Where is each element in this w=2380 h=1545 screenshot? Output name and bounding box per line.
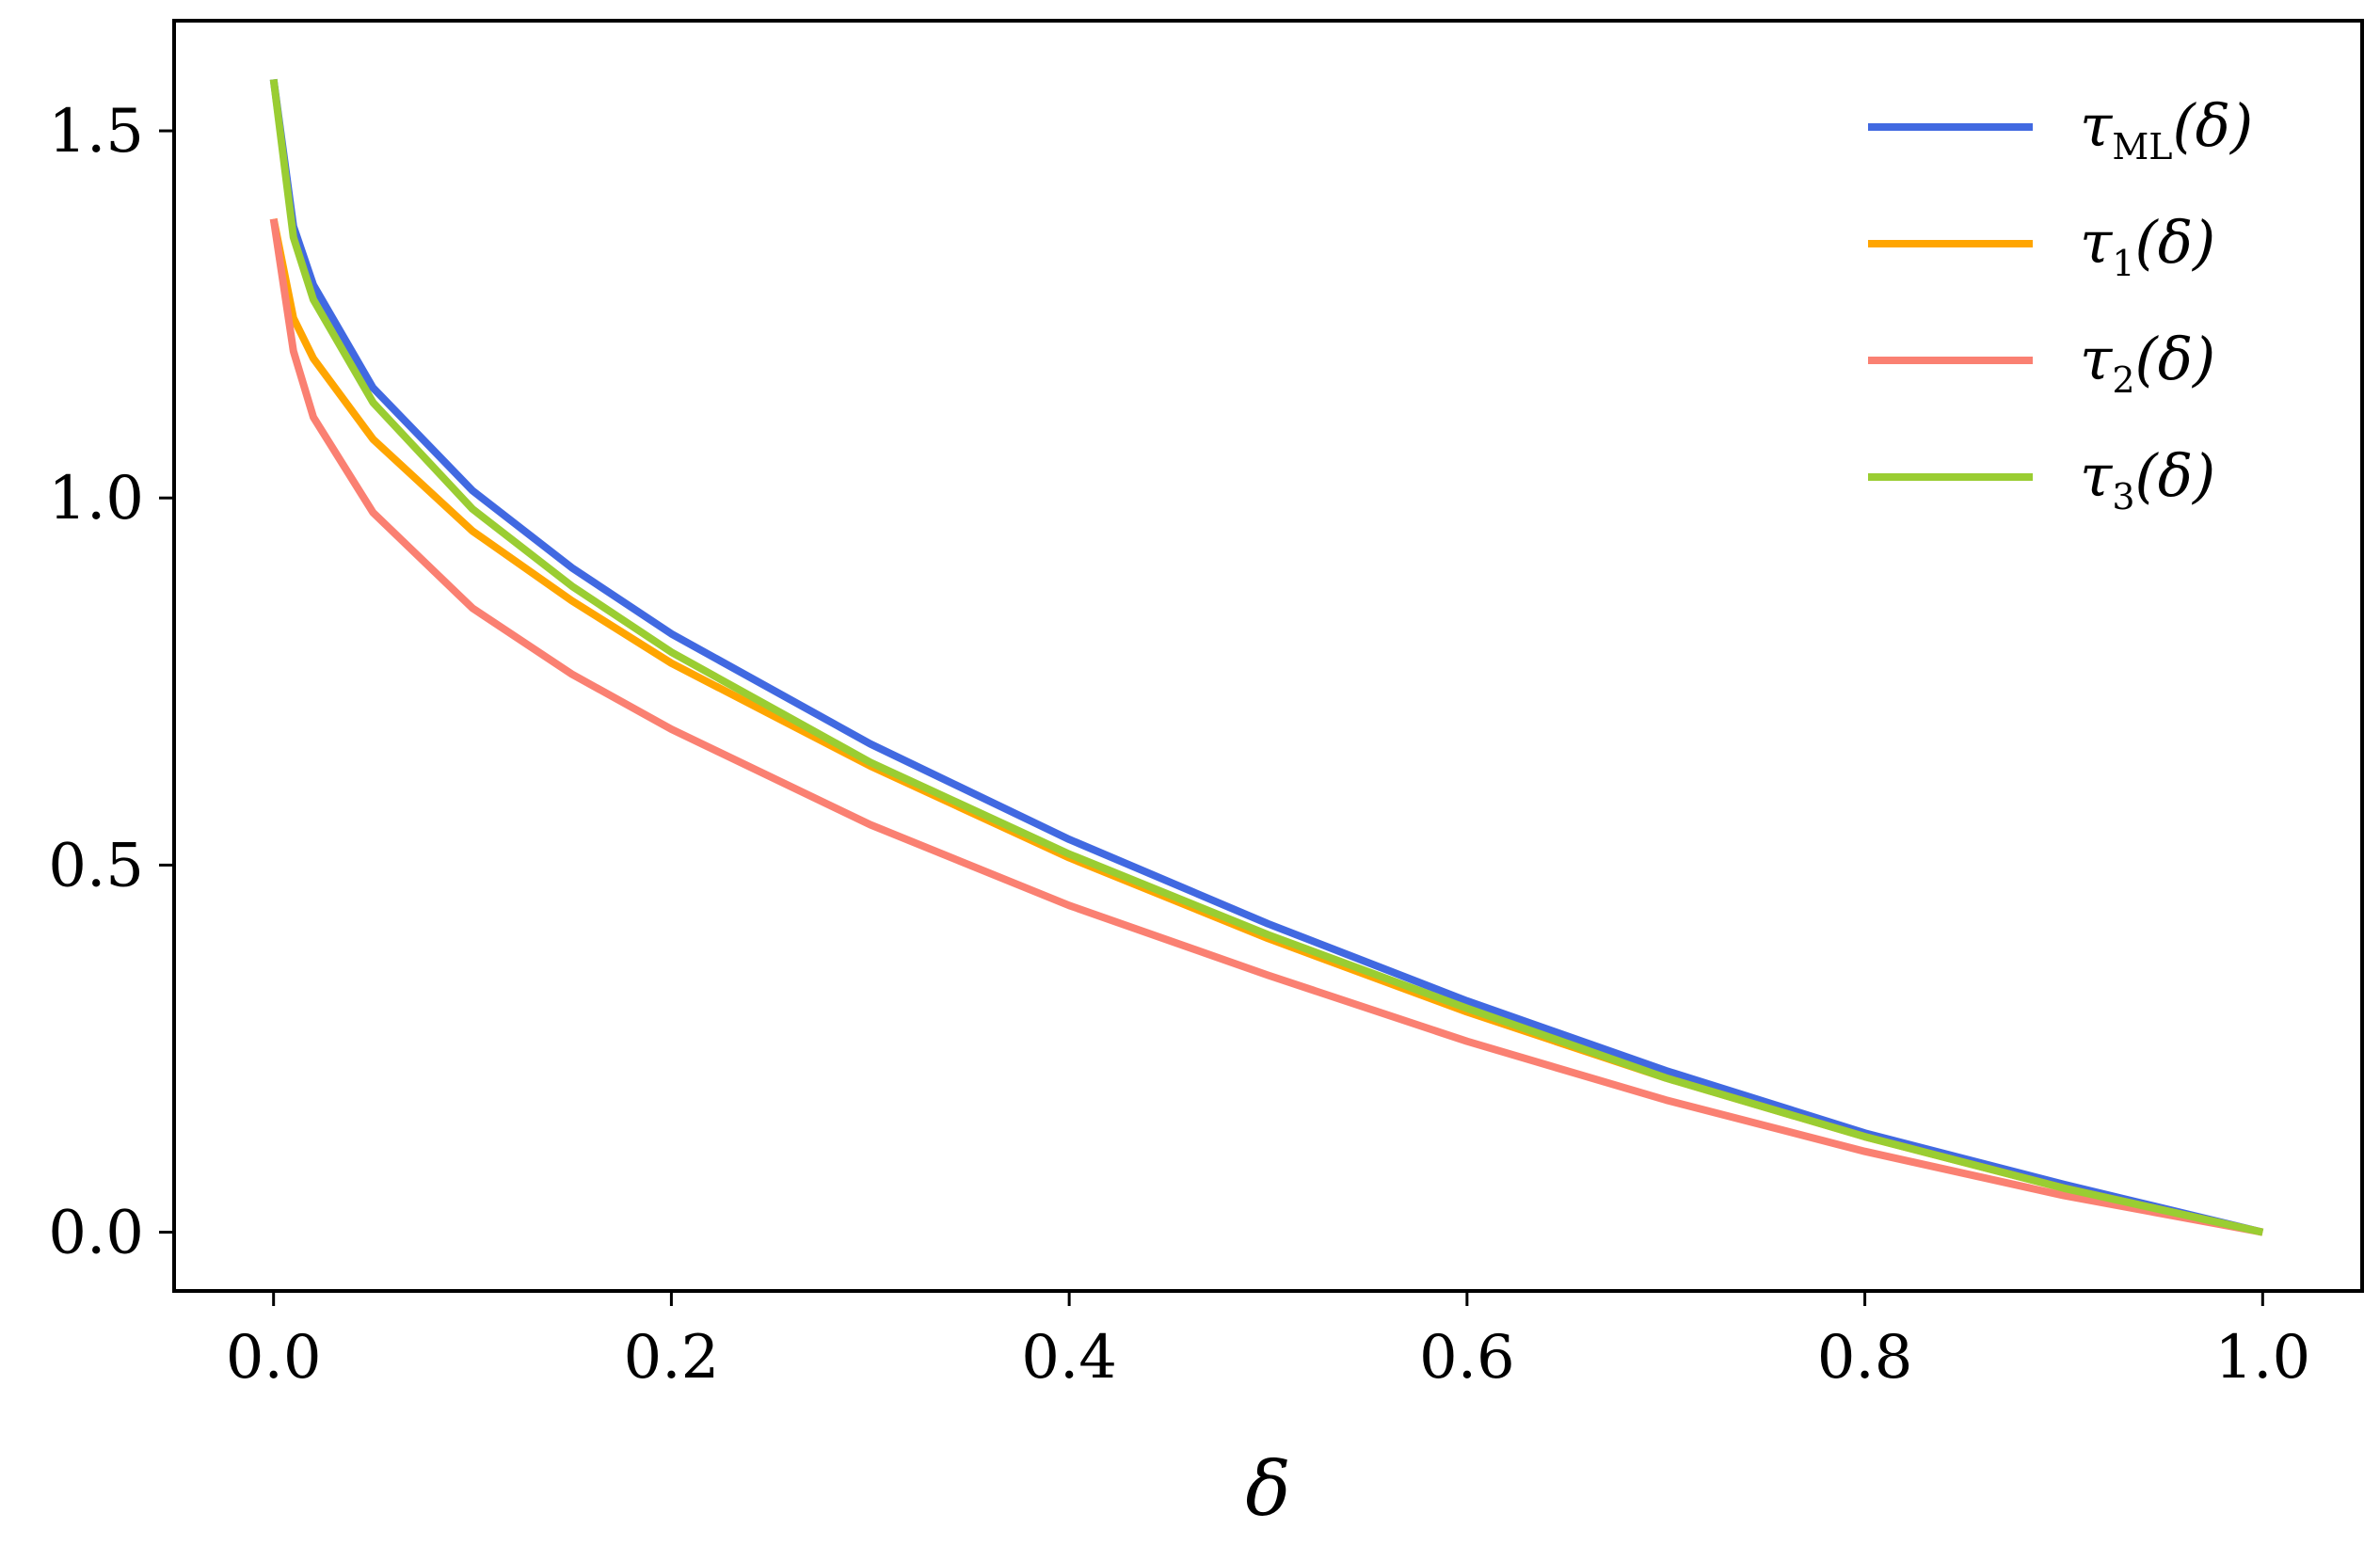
legend-label-1: τML(δ): [2080, 91, 2253, 167]
y-tick-label: 0.0: [48, 1199, 144, 1268]
x-tick-label: 0.2: [624, 1323, 720, 1393]
legend-label-2: τ1(δ): [2080, 208, 2215, 284]
x-tick-label: 0.0: [226, 1323, 322, 1393]
x-tick-label: 0.4: [1021, 1323, 1117, 1393]
x-axis-label: δ: [1245, 1445, 1290, 1533]
series-group: [269, 78, 2264, 1236]
x-tick-label: 0.8: [1817, 1323, 1913, 1393]
y-tick-label: 1.0: [48, 464, 144, 534]
legend: τML(δ) τ1(δ) τ2(δ) τ3(δ): [1868, 91, 2253, 518]
x-tick-label: 1.0: [2214, 1323, 2310, 1393]
series-line-4: [269, 78, 2264, 1236]
y-tick-label: 1.5: [48, 97, 144, 167]
legend-label-4: τ3(δ): [2080, 441, 2215, 518]
y-tick-label: 0.5: [48, 831, 144, 900]
series-line-3: [269, 218, 2264, 1236]
plot-frame: [172, 19, 2364, 1293]
ticks-group: 0.0 0.2 0.4 0.6 0.8 1.0 0.0 0.5 1.0 1.5: [48, 97, 2310, 1393]
x-tick-label: 0.6: [1419, 1323, 1515, 1393]
series-line-1: [269, 78, 2264, 1236]
legend-label-3: τ2(δ): [2080, 325, 2215, 401]
